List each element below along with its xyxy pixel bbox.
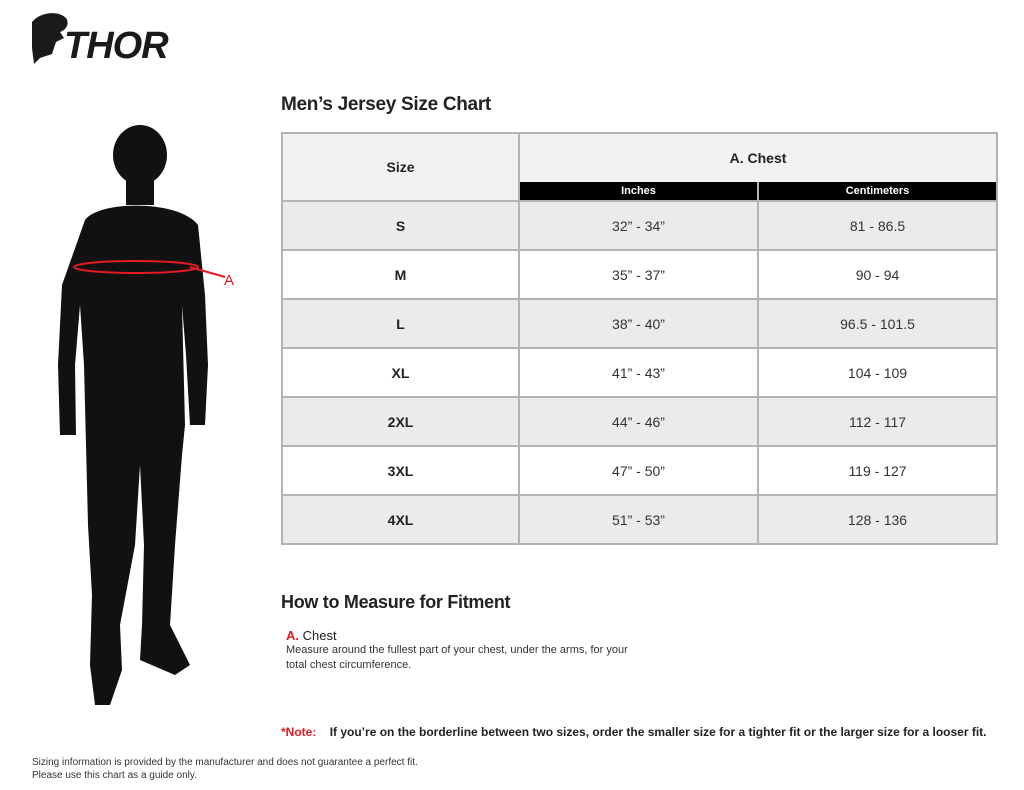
- cm-cell: 104 - 109: [756, 347, 999, 398]
- inches-cell: 47” - 50”: [518, 445, 759, 496]
- howto-title: How to Measure for Fitment: [281, 592, 511, 612]
- centimeters-header: Centimeters: [756, 182, 999, 202]
- size-cell: L: [281, 298, 520, 349]
- disclaimer-line-1: Sizing information is provided by the ma…: [32, 757, 418, 768]
- inches-cell: 51” - 53”: [518, 494, 759, 545]
- inches-cell: 35” - 37”: [518, 249, 759, 300]
- cm-cell: 90 - 94: [756, 249, 999, 300]
- note-text: If you’re on the borderline between two …: [329, 725, 987, 739]
- size-cell: M: [281, 249, 520, 300]
- size-chart-table: Size A. Chest Inches Centimeters S 32” - …: [281, 132, 999, 545]
- inches-cell: 41” - 43”: [518, 347, 759, 398]
- chest-header: A. Chest: [517, 132, 999, 182]
- table-row: 3XL 47” - 50” 119 - 127: [281, 445, 999, 496]
- table-row: S 32” - 34” 81 - 86.5: [281, 200, 999, 251]
- body-silhouette: A: [40, 125, 250, 730]
- cm-cell: 112 - 117: [756, 396, 999, 447]
- size-cell: 3XL: [281, 445, 520, 496]
- item-letter: A.: [286, 628, 299, 643]
- cm-cell: 96.5 - 101.5: [756, 298, 999, 349]
- note-label: *Note:: [281, 725, 317, 739]
- size-cell: 2XL: [281, 396, 520, 447]
- size-cell: 4XL: [281, 494, 520, 545]
- measure-instructions: A. Chest Measure around the fullest part…: [286, 628, 646, 673]
- table-row: 4XL 51” - 53” 128 - 136: [281, 494, 999, 545]
- svg-text:THOR: THOR: [64, 25, 169, 67]
- item-name: Chest: [302, 628, 337, 643]
- size-header: Size: [281, 132, 520, 202]
- size-cell: S: [281, 200, 520, 251]
- disclaimer-line-2: Please use this chart as a guide only.: [32, 770, 197, 781]
- page-title: Men’s Jersey Size Chart: [281, 94, 491, 115]
- cm-cell: 128 - 136: [756, 494, 999, 545]
- inches-cell: 32” - 34”: [518, 200, 759, 251]
- item-text: Measure around the fullest part of your …: [286, 644, 628, 671]
- table-row: XL 41” - 43” 104 - 109: [281, 347, 999, 398]
- table-row: L 38” - 40” 96.5 - 101.5: [281, 298, 999, 349]
- table-row: M 35” - 37” 90 - 94: [281, 249, 999, 300]
- size-cell: XL: [281, 347, 520, 398]
- disclaimer: Sizing information is provided by the ma…: [32, 756, 418, 782]
- inches-cell: 38” - 40”: [518, 298, 759, 349]
- cm-cell: 119 - 127: [756, 445, 999, 496]
- inches-header: Inches: [518, 182, 759, 202]
- inches-cell: 44” - 46”: [518, 396, 759, 447]
- thor-logo: THOR: [30, 8, 205, 73]
- table-row: 2XL 44” - 46” 112 - 117: [281, 396, 999, 447]
- measure-marker-a: A: [224, 272, 234, 289]
- fit-note: *Note: If you’re on the borderline betwe…: [281, 725, 987, 739]
- cm-cell: 81 - 86.5: [756, 200, 999, 251]
